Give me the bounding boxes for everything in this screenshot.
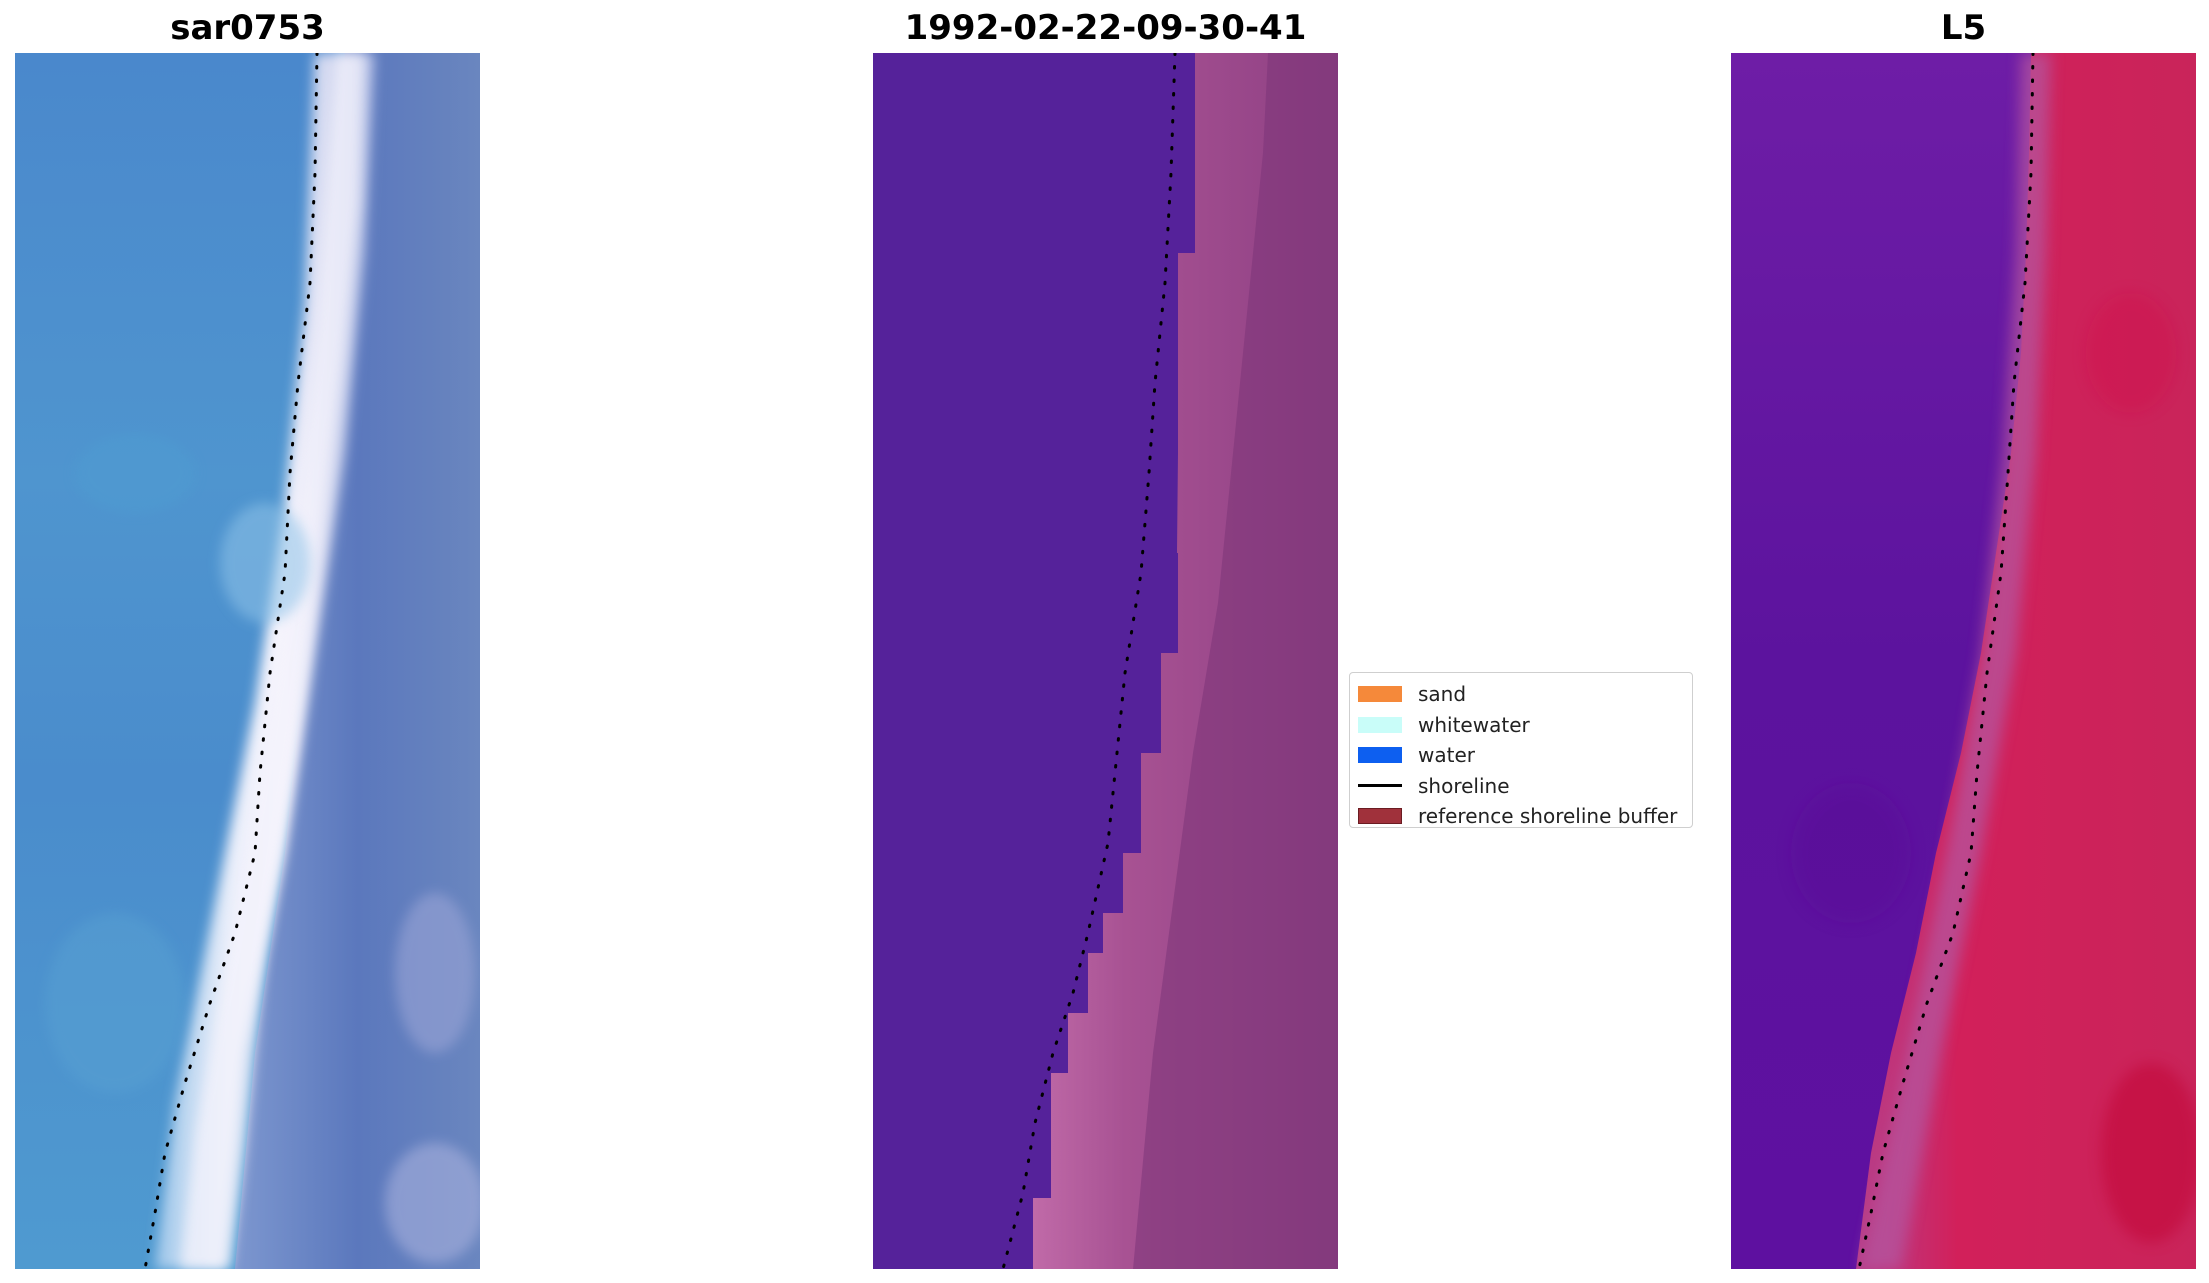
- classification-image: [873, 53, 1338, 1269]
- shoreline-line-icon: [1358, 784, 1402, 788]
- whitewater-swatch-icon: [1358, 716, 1402, 733]
- legend-label: reference shoreline buffer: [1418, 804, 1678, 829]
- legend-label: shoreline: [1418, 773, 1510, 798]
- sand-swatch-icon: [1358, 686, 1402, 703]
- classification-panel: [873, 53, 1338, 1269]
- rgb-image: [15, 53, 480, 1269]
- panel-title-index: L5: [1940, 8, 1987, 48]
- index-panel: [1731, 53, 2196, 1269]
- index-image: [1731, 53, 2196, 1269]
- legend-item-water: water: [1358, 740, 1684, 771]
- legend-label: water: [1418, 743, 1475, 768]
- legend-item-shoreline: shoreline: [1358, 771, 1684, 802]
- legend-item-sand: sand: [1358, 679, 1684, 710]
- legend-label: whitewater: [1418, 712, 1530, 737]
- panel-title-classification: 1992-02-22-09-30-41: [904, 8, 1307, 48]
- legend-item-whitewater: whitewater: [1358, 710, 1684, 741]
- legend-item-reference-shoreline-buffer: reference shoreline buffer: [1358, 801, 1684, 832]
- buffer-swatch-icon: [1358, 808, 1402, 825]
- rgb-image-panel: [15, 53, 480, 1269]
- water-swatch-icon: [1358, 747, 1402, 764]
- legend-label: sand: [1418, 682, 1467, 707]
- legend: sand whitewater water shoreline referenc…: [1349, 672, 1693, 828]
- panel-title-rgb: sar0753: [170, 8, 325, 48]
